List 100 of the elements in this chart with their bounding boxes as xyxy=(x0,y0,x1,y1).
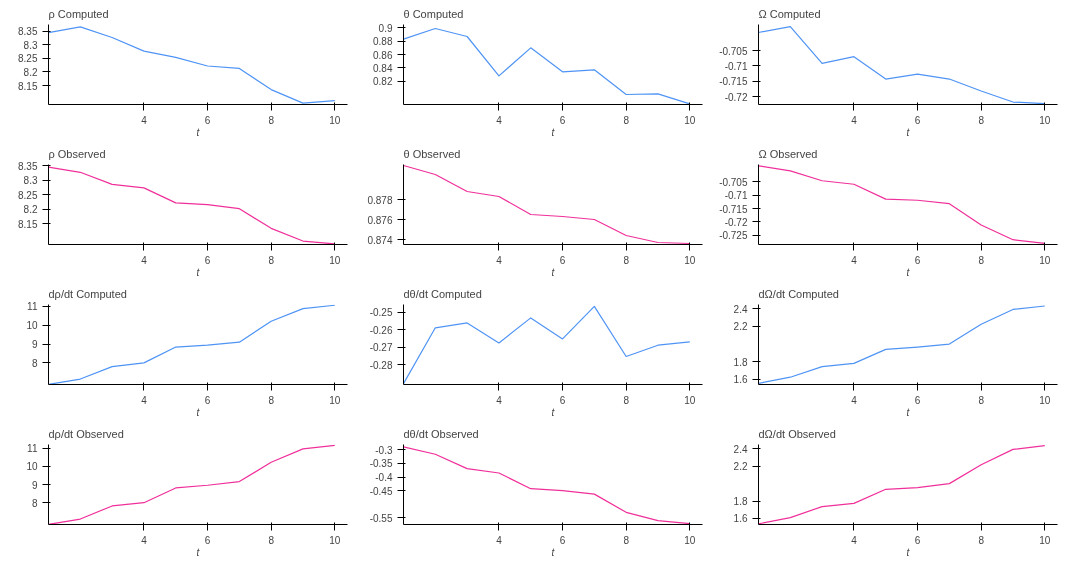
y-tick-label: 0.9 xyxy=(378,22,393,34)
x-tick-label: 6 xyxy=(559,394,566,406)
y-tick-label: 8.25 xyxy=(18,53,38,65)
y-tick-label: 9 xyxy=(31,339,38,351)
x-tick-label: 6 xyxy=(204,394,211,406)
x-tick-label: 8 xyxy=(268,534,275,546)
x-axis-title: t xyxy=(906,546,911,558)
y-tick-label: 2.4 xyxy=(733,303,748,315)
x-tick-label: 4 xyxy=(141,394,148,406)
x-tick-label: 8 xyxy=(268,254,275,266)
y-tick-label: 8.3 xyxy=(23,175,38,187)
x-tick-label: 8 xyxy=(268,394,275,406)
chart-title: θ Computed xyxy=(403,7,464,20)
y-tick-label: 8.15 xyxy=(18,80,38,92)
y-tick-label: 0.88 xyxy=(373,36,393,48)
x-tick-label: 10 xyxy=(684,254,696,266)
y-tick-label: 1.6 xyxy=(733,374,748,386)
y-tick-label: -0.25 xyxy=(369,307,393,319)
x-tick-label: 8 xyxy=(978,114,985,126)
x-tick-label: 4 xyxy=(496,534,503,546)
y-tick-label: 8.2 xyxy=(23,204,38,216)
y-tick-label: 0.84 xyxy=(373,62,393,74)
x-axis-title: t xyxy=(196,406,201,418)
x-tick-label: 6 xyxy=(914,114,921,126)
x-tick-label: 6 xyxy=(914,534,921,546)
x-tick-label: 10 xyxy=(1039,254,1051,266)
chart-title: θ Observed xyxy=(403,147,461,160)
x-tick-label: 4 xyxy=(851,534,858,546)
y-tick-label: -0.28 xyxy=(369,359,393,371)
x-tick-label: 8 xyxy=(978,394,985,406)
y-tick-label: -0.55 xyxy=(369,512,393,524)
y-tick-label: 8.2 xyxy=(23,66,38,78)
chart-title: Ω Computed xyxy=(758,7,821,20)
x-tick-label: 8 xyxy=(623,394,630,406)
x-axis-title: t xyxy=(551,126,556,138)
x-axis-title: t xyxy=(551,546,556,558)
x-tick-label: 10 xyxy=(684,394,696,406)
chart-title: dθ/dt Computed xyxy=(403,287,482,300)
y-tick-label: 8 xyxy=(31,357,38,369)
y-tick-label: 8.35 xyxy=(18,26,38,38)
x-tick-label: 4 xyxy=(141,114,148,126)
chart-title: dΩ/dt Computed xyxy=(758,287,839,300)
x-tick-label: 10 xyxy=(329,534,341,546)
x-tick-label: 10 xyxy=(329,394,341,406)
x-axis-title: t xyxy=(906,126,911,138)
chart-title: dΩ/dt Observed xyxy=(758,427,836,440)
x-tick-label: 4 xyxy=(141,254,148,266)
x-tick-label: 4 xyxy=(496,114,503,126)
y-tick-label: -0.72 xyxy=(724,216,748,228)
y-tick-label: -0.715 xyxy=(719,76,748,88)
y-tick-label: -0.27 xyxy=(369,342,393,354)
y-tick-label: -0.35 xyxy=(369,458,393,470)
y-tick-label: 2.2 xyxy=(733,321,748,333)
y-tick-label: 1.8 xyxy=(733,356,748,368)
y-tick-label: 9 xyxy=(31,479,38,491)
y-tick-label: 8 xyxy=(31,497,38,509)
y-tick-label: -0.71 xyxy=(724,190,748,202)
x-tick-label: 10 xyxy=(1039,534,1051,546)
x-axis-title: t xyxy=(906,406,911,418)
y-tick-label: 11 xyxy=(27,443,38,455)
x-tick-label: 6 xyxy=(914,394,921,406)
x-tick-label: 6 xyxy=(914,254,921,266)
y-tick-label: -0.3 xyxy=(375,444,393,456)
x-tick-label: 10 xyxy=(684,534,696,546)
x-tick-label: 10 xyxy=(329,114,341,126)
x-tick-label: 10 xyxy=(684,114,696,126)
y-tick-label: 10 xyxy=(26,320,38,332)
x-axis-title: t xyxy=(551,406,556,418)
y-tick-label: 8.3 xyxy=(23,39,38,51)
x-tick-label: 10 xyxy=(1039,114,1051,126)
chart-title: Ω Observed xyxy=(758,147,818,160)
x-tick-label: 6 xyxy=(559,114,566,126)
y-tick-label: 0.82 xyxy=(373,76,393,88)
x-tick-label: 6 xyxy=(204,534,211,546)
y-tick-label: 8.15 xyxy=(18,218,38,230)
y-tick-label: 2.2 xyxy=(733,461,748,473)
x-tick-label: 8 xyxy=(978,254,985,266)
x-tick-label: 6 xyxy=(204,114,211,126)
x-axis-title: t xyxy=(196,266,201,278)
x-tick-label: 10 xyxy=(329,254,341,266)
x-tick-label: 4 xyxy=(851,254,858,266)
y-tick-label: 1.8 xyxy=(733,496,748,508)
chart-title: ρ Observed xyxy=(48,147,106,160)
x-tick-label: 8 xyxy=(623,254,630,266)
y-tick-label: 11 xyxy=(27,301,38,313)
y-tick-label: -0.715 xyxy=(719,203,748,215)
y-tick-label: -0.4 xyxy=(375,472,393,484)
y-tick-label: -0.705 xyxy=(719,176,748,188)
y-tick-label: 10 xyxy=(26,461,38,473)
y-tick-label: 8.35 xyxy=(18,160,38,172)
x-tick-label: 6 xyxy=(559,254,566,266)
x-tick-label: 8 xyxy=(623,114,630,126)
chart-title: dθ/dt Observed xyxy=(403,427,479,440)
x-tick-label: 4 xyxy=(496,254,503,266)
x-axis-title: t xyxy=(906,266,911,278)
y-tick-label: 1.6 xyxy=(733,513,748,525)
y-tick-label: -0.71 xyxy=(724,60,748,72)
chart-title: dρ/dt Observed xyxy=(48,427,124,440)
chart-title: ρ Computed xyxy=(48,7,109,20)
x-axis-title: t xyxy=(196,546,201,558)
